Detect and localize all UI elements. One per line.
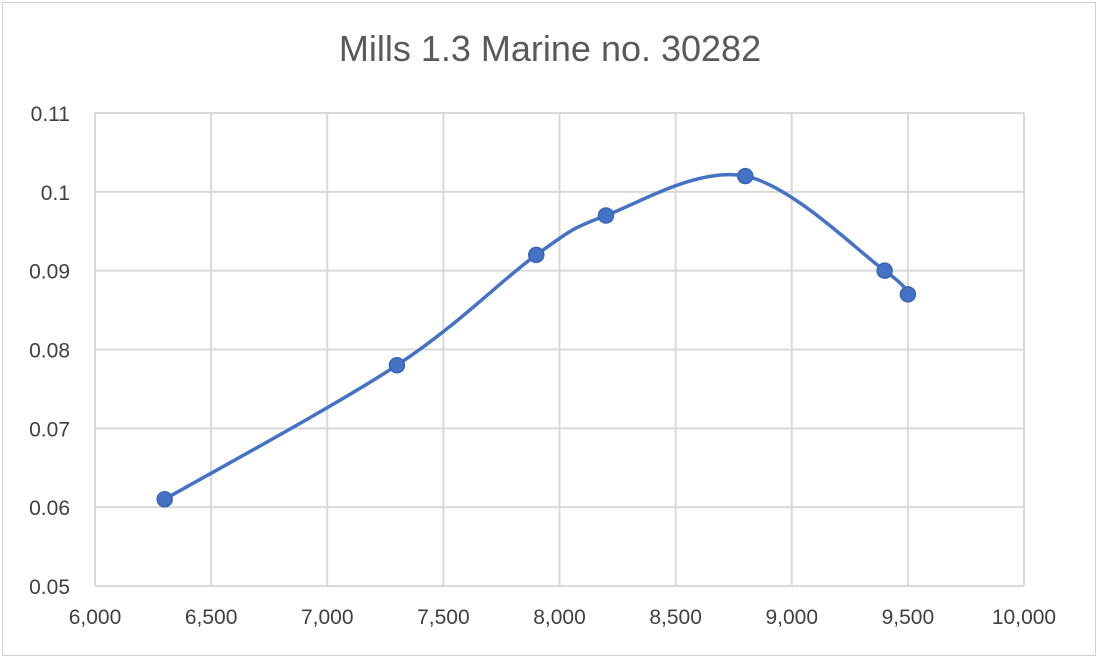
grid-lines [94, 112, 1025, 587]
x-tick-label: 10,000 [992, 606, 1056, 629]
x-tick-label: 6,500 [185, 606, 238, 629]
x-tick-label: 8,500 [649, 606, 702, 629]
series-line [162, 172, 910, 502]
x-tick-label: 7,500 [417, 606, 470, 629]
y-tick-label: 0.06 [29, 497, 70, 520]
chart-title: Mills 1.3 Marine no. 30282 [338, 28, 762, 69]
y-tick-label: 0.11 [31, 103, 70, 126]
y-tick-label: 0.09 [29, 261, 70, 284]
y-tick-label: 0.08 [29, 340, 70, 363]
data-point-marker [899, 286, 917, 303]
data-point-marker [737, 167, 754, 185]
data-point-marker [876, 262, 893, 279]
y-tick-label: 0.07 [29, 418, 70, 441]
x-tick-label: 6,000 [69, 606, 122, 629]
axis-tick-labels: 6,000 6,500 7,000 7,500 8,000 8,500 9,000 9,500… [29, 103, 1056, 629]
data-point-marker [388, 357, 406, 374]
data-point-marker [528, 246, 545, 264]
x-tick-label: 8,000 [533, 606, 586, 629]
x-tick-label: 9,000 [765, 606, 818, 629]
y-tick-label: 0.1 [41, 182, 70, 205]
x-tick-label: 9,500 [882, 606, 935, 629]
data-point-marker [597, 207, 615, 224]
x-tick-label: 7,000 [301, 606, 354, 629]
series-layer [156, 167, 917, 508]
y-tick-label: 0.05 [29, 576, 70, 599]
data-point-marker [156, 491, 173, 508]
